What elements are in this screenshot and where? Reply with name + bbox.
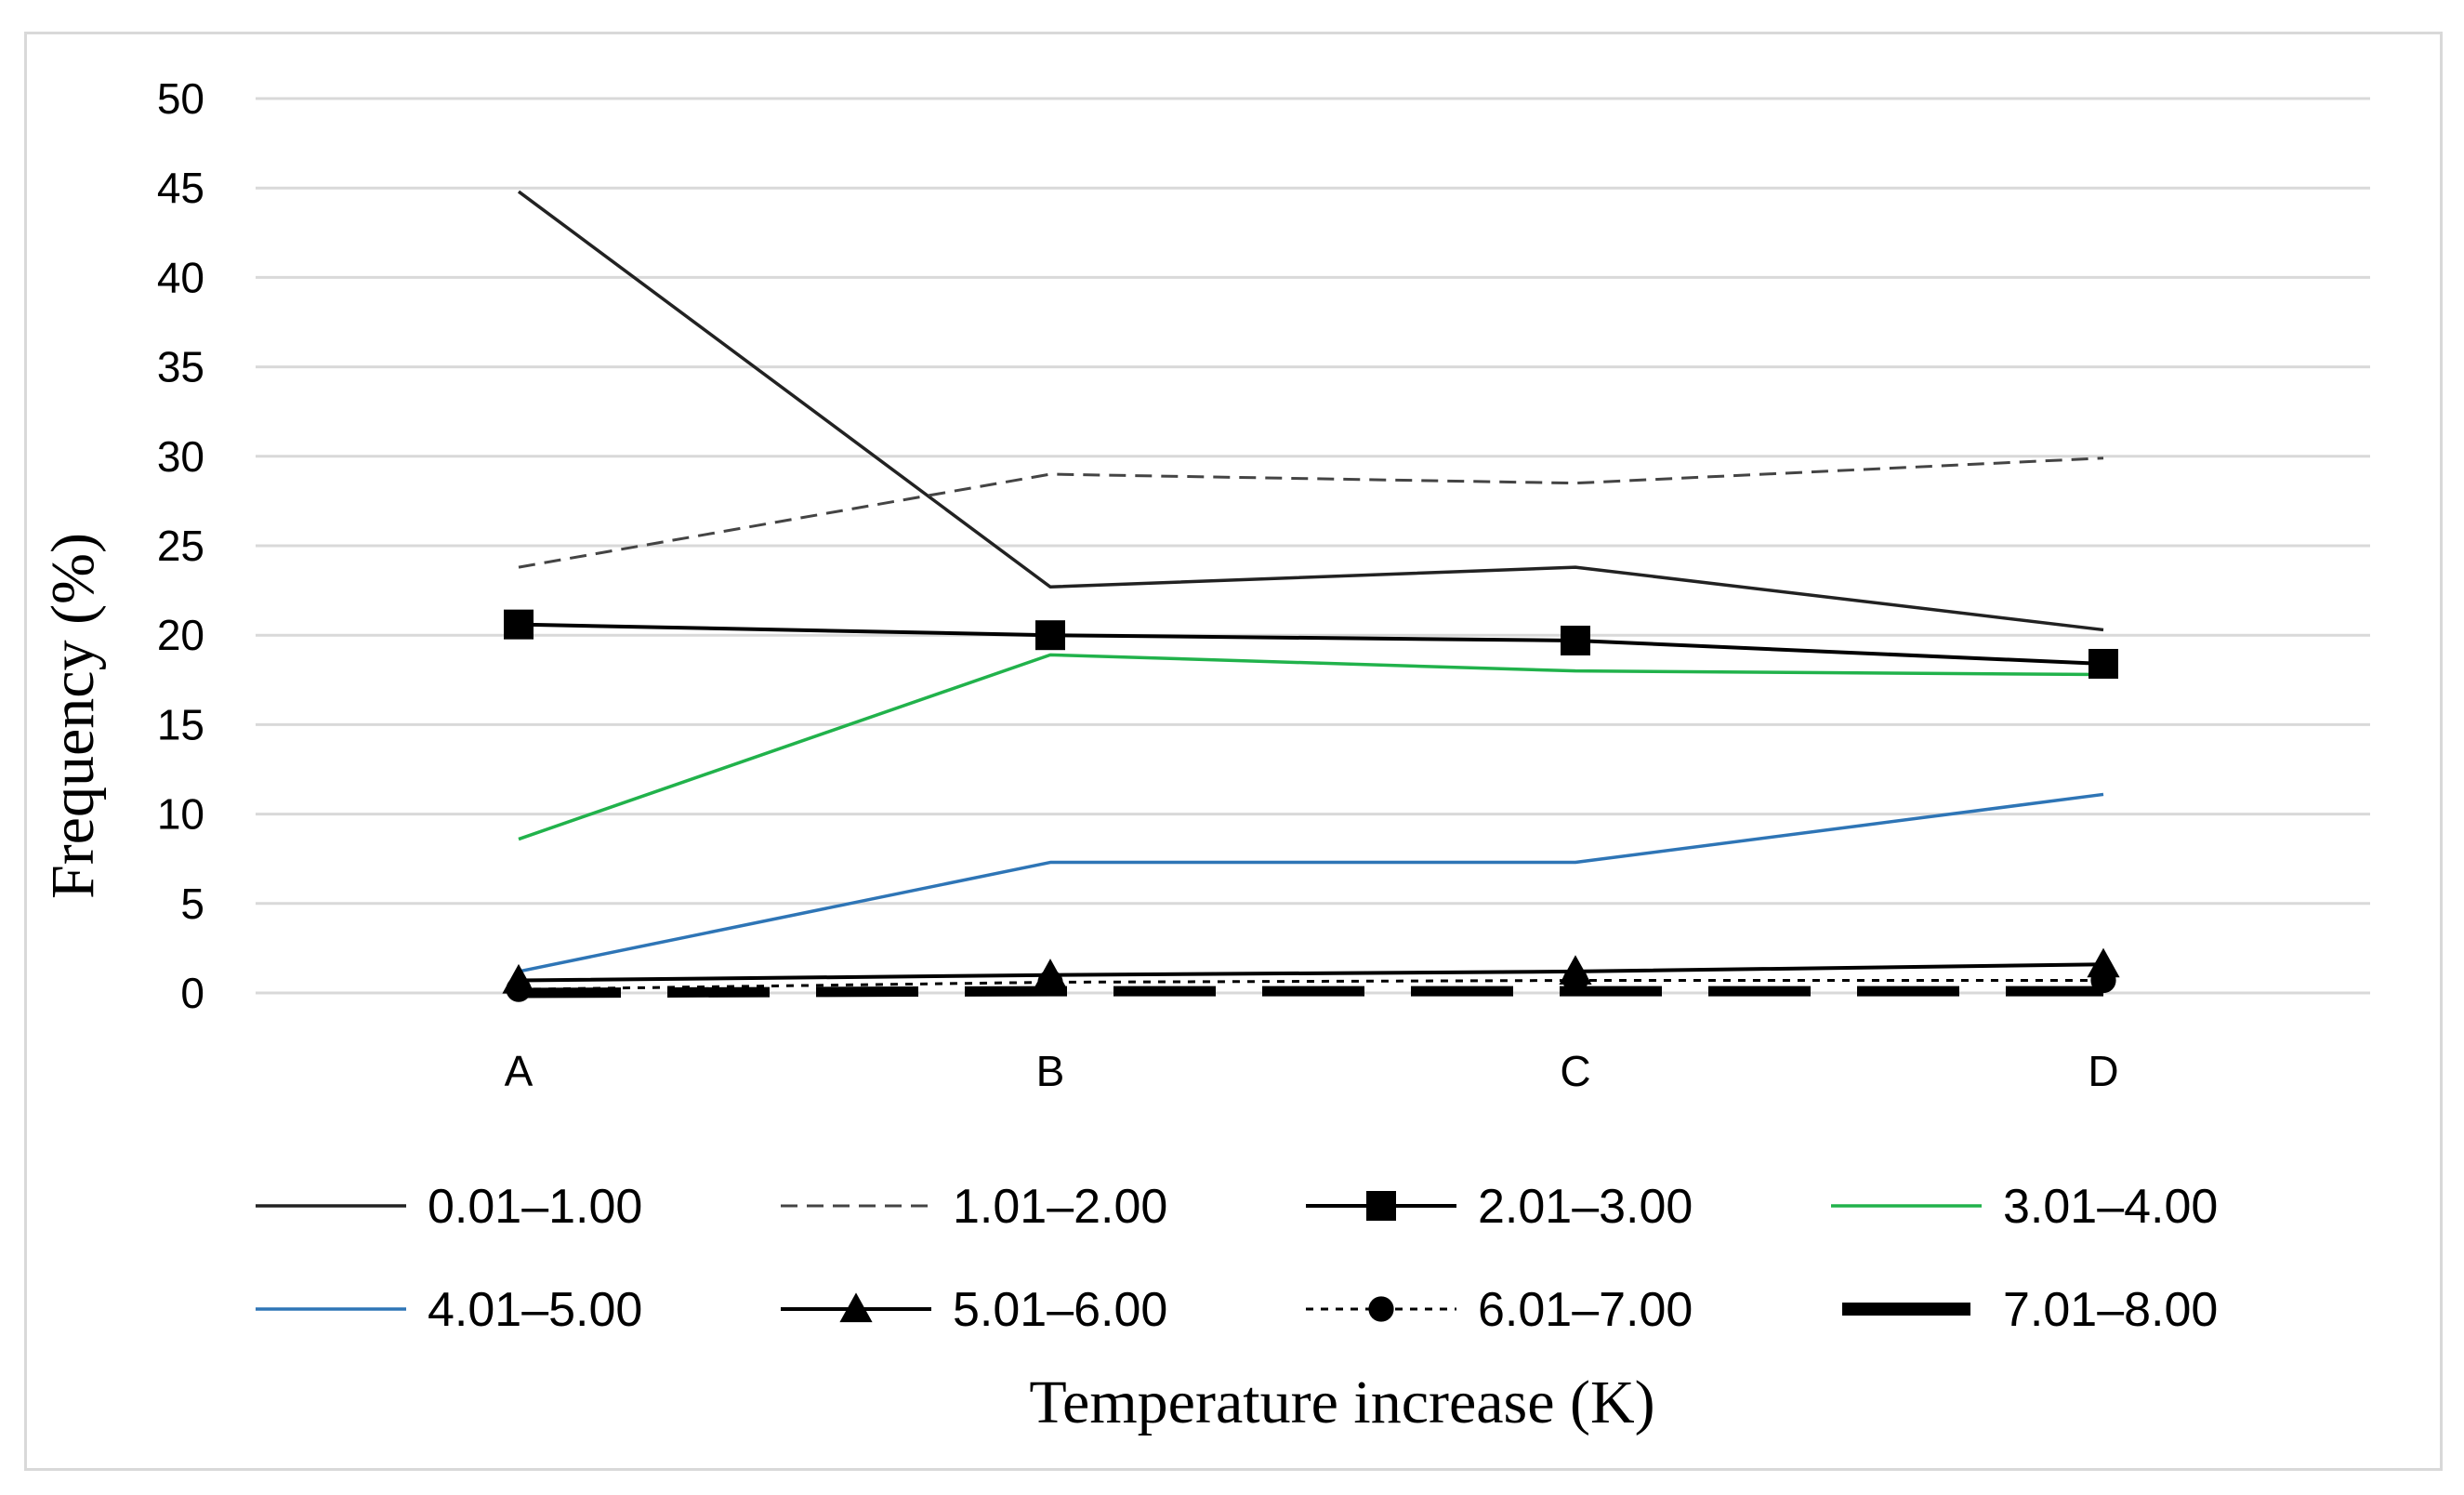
legend-label: 0.01–1.00 bbox=[428, 1180, 642, 1234]
y-tick-label: 50 bbox=[157, 74, 204, 123]
series-point bbox=[1035, 620, 1065, 651]
chart-frame bbox=[24, 32, 2443, 1471]
y-tick-label: 20 bbox=[157, 611, 204, 659]
legend-label: 7.01–8.00 bbox=[2003, 1283, 2218, 1337]
legend-label: 2.01–3.00 bbox=[1478, 1180, 1693, 1234]
series-point bbox=[2087, 947, 2120, 978]
series-line bbox=[518, 986, 2103, 999]
series-point bbox=[506, 976, 532, 1002]
legend-label: 5.01–6.00 bbox=[953, 1283, 1167, 1337]
series-line bbox=[518, 622, 2104, 666]
series-point bbox=[1037, 969, 1063, 996]
series-point bbox=[1561, 625, 1590, 655]
y-tick-label: 25 bbox=[157, 522, 204, 570]
y-tick-label: 40 bbox=[157, 253, 204, 301]
y-tick-label: 15 bbox=[157, 700, 204, 748]
series-line bbox=[518, 979, 2103, 991]
y-tick-label: 30 bbox=[157, 432, 204, 481]
series-point bbox=[2090, 967, 2116, 994]
legend-marker bbox=[1366, 1191, 1396, 1221]
legend: 0.01–1.00 1.01–2.00 2.01–3.00 3.01–4.00 4.01… bbox=[256, 1180, 2218, 1337]
x-axis-title: Temperature increase (K) bbox=[1029, 1369, 1654, 1436]
legend-label: 6.01–7.00 bbox=[1478, 1283, 1693, 1337]
y-tick-label: 0 bbox=[180, 969, 204, 1017]
y-tick-label: 10 bbox=[157, 790, 204, 839]
legend-marker bbox=[1368, 1296, 1394, 1322]
series-line bbox=[518, 456, 2104, 569]
x-tick-label: C bbox=[1560, 1047, 1590, 1095]
x-tick-label: B bbox=[1036, 1047, 1065, 1095]
series-markers bbox=[502, 609, 2120, 1002]
series-line bbox=[518, 653, 2104, 841]
series-line bbox=[518, 962, 2104, 983]
x-tick-label: D bbox=[2088, 1047, 2118, 1095]
y-axis-ticks: 0 5 10 15 20 25 30 35 40 45 50 bbox=[157, 74, 204, 1017]
legend-label: 3.01–4.00 bbox=[2003, 1180, 2218, 1234]
y-tick-label: 45 bbox=[157, 164, 204, 212]
x-axis-ticks: A B C D bbox=[505, 1047, 2119, 1095]
y-tick-label: 35 bbox=[157, 343, 204, 391]
series-point bbox=[504, 609, 534, 640]
series-line bbox=[518, 792, 2104, 973]
legend-label: 1.01–2.00 bbox=[953, 1180, 1167, 1234]
legend-label: 4.01–5.00 bbox=[428, 1283, 642, 1337]
y-axis-title: Frequency (%) bbox=[39, 533, 107, 899]
series-lines bbox=[517, 190, 2104, 999]
y-tick-label: 5 bbox=[180, 880, 204, 928]
series-point bbox=[1562, 967, 1588, 994]
legend-marker bbox=[839, 1292, 873, 1323]
x-tick-label: A bbox=[505, 1047, 534, 1095]
series-point bbox=[2088, 648, 2118, 679]
series-line bbox=[517, 190, 2104, 632]
